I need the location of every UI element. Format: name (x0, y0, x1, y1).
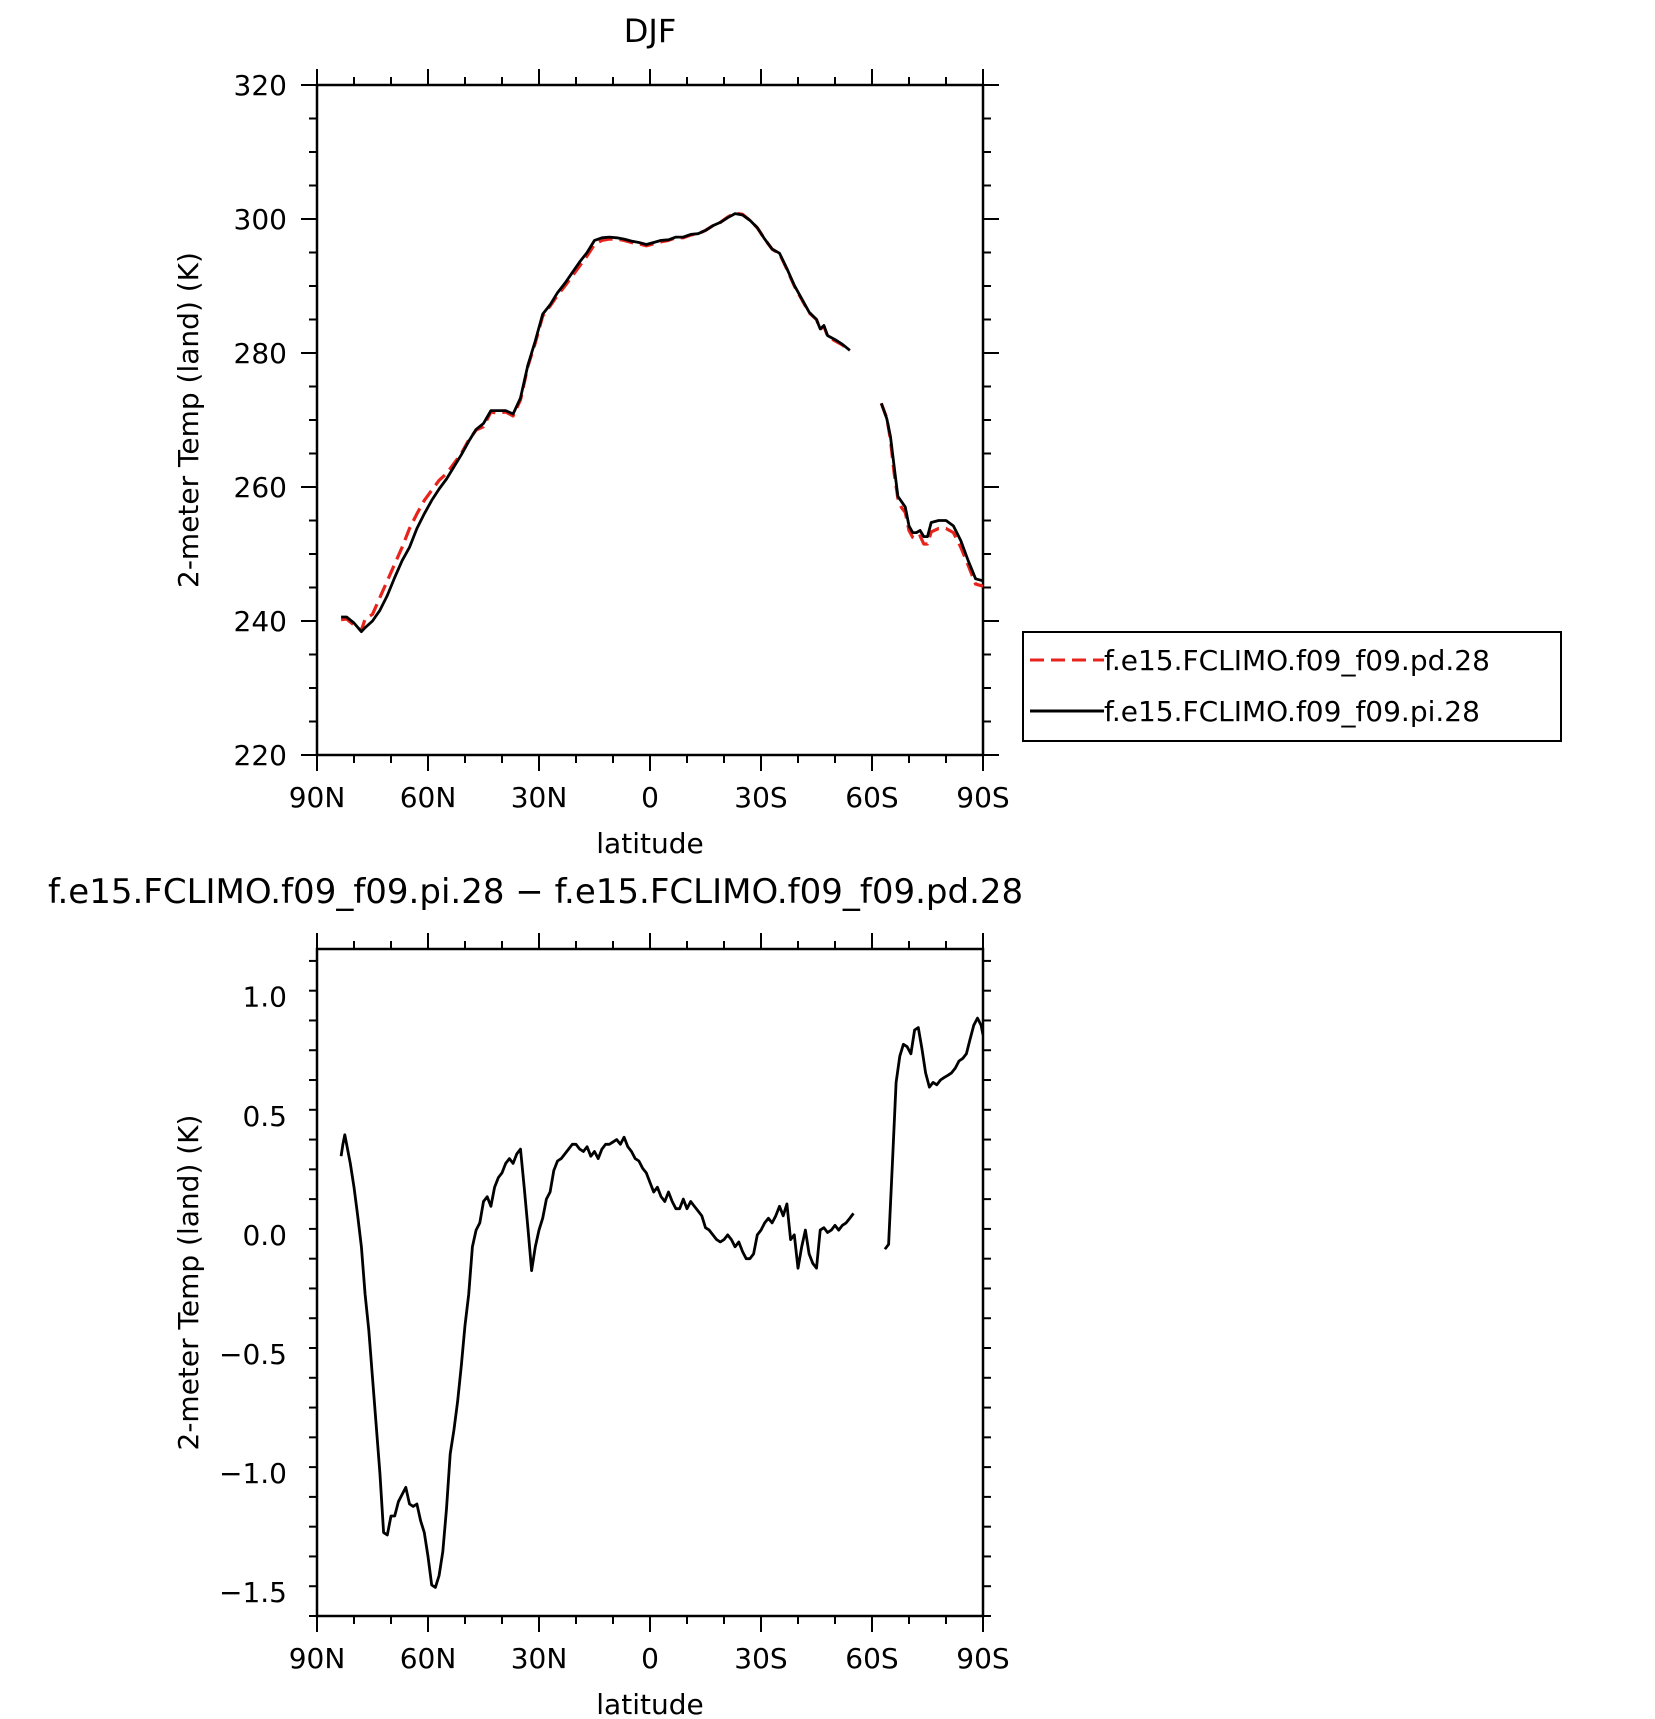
plot-frame (315, 947, 985, 1618)
x-tick-label: 90S (956, 1642, 1009, 1675)
y-tick-label: −0.5 (219, 1338, 287, 1371)
y-tick-label: 320 (234, 69, 287, 102)
series-segment (339, 1133, 855, 1589)
x-tick-label: 60N (400, 781, 457, 814)
x-tick-label: 90N (289, 1642, 346, 1675)
y-axis-title: 2-meter Temp (land) (K) (172, 252, 205, 588)
series-segment (883, 1016, 983, 1251)
x-tick-label: 0 (641, 1642, 659, 1675)
x-tick-label: 90N (289, 781, 346, 814)
x-axis-title: latitude (596, 1688, 703, 1719)
y-tick-label: 1.0 (242, 981, 287, 1014)
legend: f.e15.FCLIMO.f09_f09.pd.28 f.e15.FCLIMO.f… (1022, 631, 1562, 742)
series-pi-line (339, 1016, 983, 1589)
chart-title: DJF (624, 12, 676, 50)
y-tick-label: 0.5 (242, 1100, 287, 1133)
x-axis-title: latitude (596, 827, 703, 860)
legend-box (1022, 631, 1562, 742)
x-tick-label: 30S (734, 1642, 787, 1675)
y-tick-label: 0.0 (242, 1219, 287, 1252)
series-segment (879, 402, 983, 588)
series-segment (340, 211, 851, 633)
series-segment (879, 402, 983, 583)
y-tick-label: 260 (234, 471, 287, 504)
temperature-chart: DJF 220 240 260 280 300 320 90N 60N 30N 0 30S 60S 90S… (172, 12, 1562, 860)
y-tick-label: 220 (234, 739, 287, 772)
y-tick-label: −1.5 (219, 1576, 287, 1609)
difference-chart: f.e15.FCLIMO.f09_f09.pi.28 − f.e15.FCLIM… (48, 872, 1023, 1719)
legend-label: f.e15.FCLIMO.f09_f09.pi.28 (1104, 695, 1480, 728)
x-tick-label: 30N (511, 1642, 568, 1675)
x-tick-label: 60S (845, 1642, 898, 1675)
legend-label: f.e15.FCLIMO.f09_f09.pd.28 (1104, 644, 1490, 677)
series-segment (341, 212, 851, 634)
x-tick-label: 60S (845, 781, 898, 814)
y-tick-label: 300 (234, 203, 287, 236)
x-tick-label: 60N (400, 1642, 457, 1675)
y-tick-label: −1.0 (219, 1457, 287, 1490)
x-tick-label: 30S (734, 781, 787, 814)
x-tick-label: 0 (641, 781, 659, 814)
x-tick-label: 90S (956, 781, 1009, 814)
y-tick-label: 240 (234, 605, 287, 638)
chart-title: f.e15.FCLIMO.f09_f09.pi.28 − f.e15.FCLIM… (48, 872, 1023, 912)
y-tick-label: 280 (234, 337, 287, 370)
y-axis-title: 2-meter Temp (land) (K) (172, 1115, 205, 1451)
plot-frame (315, 83, 985, 757)
x-tick-label: 30N (511, 781, 568, 814)
series-pi-line (341, 212, 983, 634)
